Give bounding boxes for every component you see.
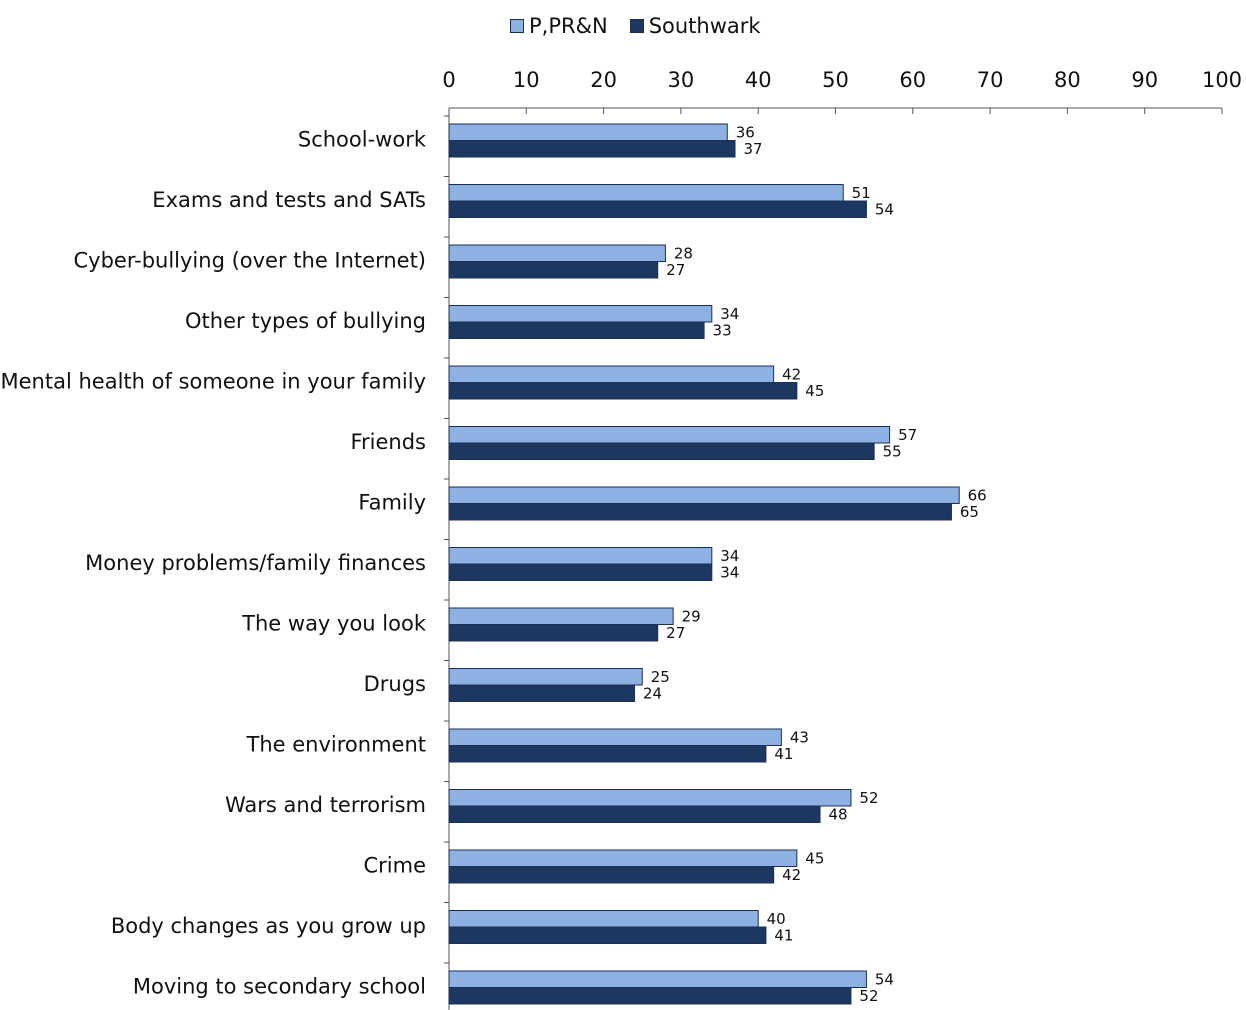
x-tick-label-0: 0	[442, 68, 455, 92]
data-label-5-1: 55	[883, 443, 902, 461]
x-tick-label-40: 40	[745, 68, 772, 92]
bar-14-0	[449, 971, 866, 988]
category-label-4: Mental health of someone in your family	[1, 370, 426, 394]
bar-0-0	[449, 124, 727, 141]
data-label-14-1: 52	[859, 987, 878, 1005]
category-label-11: Wars and terrorism	[225, 793, 426, 817]
bar-11-0	[449, 790, 851, 807]
bar-10-1	[449, 746, 766, 763]
bar-11-1	[449, 806, 820, 823]
data-label-1-1: 54	[875, 201, 894, 219]
data-label-8-1: 27	[666, 624, 685, 642]
data-label-6-0: 66	[968, 487, 987, 505]
data-label-0-0: 36	[736, 124, 755, 142]
bar-12-1	[449, 867, 774, 884]
category-label-13: Body changes as you grow up	[111, 914, 426, 938]
data-label-12-1: 42	[782, 866, 801, 884]
data-label-10-0: 43	[790, 729, 809, 747]
bar-7-1	[449, 564, 712, 581]
x-tick-label-100: 100	[1202, 68, 1242, 92]
bar-9-0	[449, 669, 642, 686]
x-tick-label-20: 20	[590, 68, 617, 92]
category-label-14: Moving to secondary school	[133, 975, 426, 999]
bar-2-0	[449, 245, 665, 262]
bar-8-0	[449, 608, 673, 625]
category-label-9: Drugs	[364, 672, 426, 696]
category-label-0: School-work	[298, 128, 427, 152]
bar-4-0	[449, 366, 774, 383]
bar-0-1	[449, 141, 735, 158]
bar-3-1	[449, 322, 704, 339]
bar-6-0	[449, 487, 959, 504]
category-label-5: Friends	[350, 430, 426, 454]
data-label-0-1: 37	[743, 140, 762, 158]
bar-13-0	[449, 911, 758, 928]
data-label-11-0: 52	[859, 789, 878, 807]
data-label-13-1: 41	[774, 927, 793, 945]
category-label-2: Cyber-bullying (over the Internet)	[73, 249, 426, 273]
bar-13-1	[449, 927, 766, 944]
bar-3-0	[449, 306, 712, 323]
category-label-6: Family	[358, 491, 426, 515]
x-tick-label-50: 50	[822, 68, 849, 92]
x-tick-label-60: 60	[899, 68, 926, 92]
bar-7-0	[449, 548, 712, 565]
data-label-8-0: 29	[682, 608, 701, 626]
bar-2-1	[449, 262, 658, 279]
bar-10-0	[449, 729, 781, 746]
category-label-8: The way you look	[241, 612, 427, 636]
x-tick-label-30: 30	[668, 68, 695, 92]
bar-5-0	[449, 427, 890, 444]
data-label-5-0: 57	[898, 426, 917, 444]
data-label-2-1: 27	[666, 261, 685, 279]
data-label-7-1: 34	[720, 564, 739, 582]
category-label-1: Exams and tests and SATs	[152, 188, 426, 212]
data-label-14-0: 54	[875, 971, 894, 989]
x-tick-label-80: 80	[1054, 68, 1081, 92]
data-label-10-1: 41	[774, 745, 793, 763]
bar-8-1	[449, 625, 658, 642]
bar-6-1	[449, 504, 951, 521]
data-label-12-0: 45	[805, 850, 824, 868]
category-label-12: Crime	[363, 854, 426, 878]
bar-12-0	[449, 850, 797, 867]
bar-14-1	[449, 988, 851, 1005]
data-label-1-0: 51	[852, 184, 871, 202]
bar-1-1	[449, 201, 866, 218]
data-label-7-0: 34	[720, 547, 739, 565]
bar-4-1	[449, 383, 797, 400]
data-label-4-0: 42	[782, 366, 801, 384]
data-label-2-0: 28	[674, 245, 693, 263]
category-label-10: The environment	[246, 733, 426, 757]
data-label-13-0: 40	[767, 910, 786, 928]
data-label-11-1: 48	[828, 806, 847, 824]
data-label-3-1: 33	[713, 322, 732, 340]
x-tick-label-10: 10	[513, 68, 540, 92]
category-label-3: Other types of bullying	[185, 309, 426, 333]
data-label-6-1: 65	[960, 503, 979, 521]
data-label-3-0: 34	[720, 305, 739, 323]
category-label-7: Money problems/family finances	[85, 551, 426, 575]
data-label-9-0: 25	[651, 668, 670, 686]
x-tick-label-90: 90	[1131, 68, 1158, 92]
x-tick-label-70: 70	[977, 68, 1004, 92]
bar-1-0	[449, 185, 843, 202]
bar-9-1	[449, 685, 635, 702]
data-label-4-1: 45	[805, 382, 824, 400]
data-label-9-1: 24	[643, 685, 662, 703]
bar-5-1	[449, 443, 874, 460]
